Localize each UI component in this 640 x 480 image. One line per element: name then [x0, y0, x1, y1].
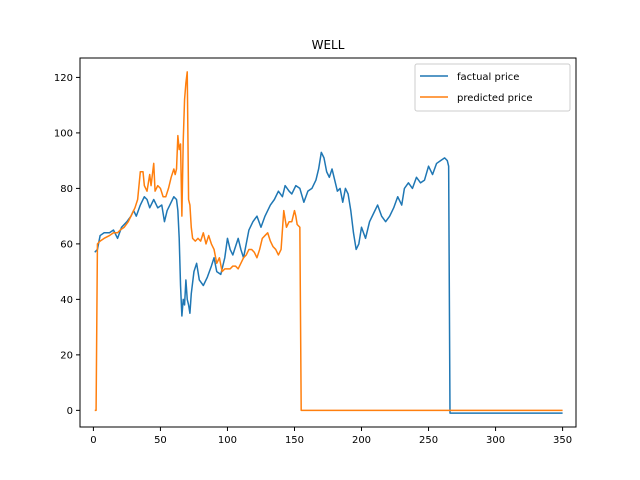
x-axis: 0 50 100 150 200 250 300 350 [90, 427, 572, 446]
chart-title: WELL [312, 38, 345, 52]
y-tick-label: 80 [60, 184, 73, 195]
y-tick-label: 0 [67, 406, 73, 417]
x-tick-label: 150 [285, 435, 304, 446]
legend-label: factual price [457, 72, 519, 83]
y-axis: 0 20 40 60 80 100 120 [54, 73, 80, 417]
x-tick-label: 350 [553, 435, 572, 446]
y-tick-label: 120 [54, 73, 73, 84]
series-line-1 [94, 151, 563, 414]
legend-box [414, 63, 571, 112]
axes-frame [79, 57, 577, 428]
y-tick-label: 40 [60, 295, 73, 306]
x-tick-label: 100 [218, 435, 237, 446]
legend: factual price predicted price [414, 63, 571, 112]
x-tick-label: 0 [90, 435, 96, 446]
series-line-2 [94, 71, 563, 412]
x-tick-label: 200 [352, 435, 371, 446]
y-tick-label: 100 [54, 128, 73, 139]
x-tick-label: 300 [486, 435, 505, 446]
y-tick-label: 20 [60, 350, 73, 361]
y-tick-label: 60 [60, 239, 73, 250]
x-tick-label: 250 [419, 435, 438, 446]
legend-label: predicted price [457, 93, 533, 104]
x-tick-label: 50 [154, 435, 167, 446]
